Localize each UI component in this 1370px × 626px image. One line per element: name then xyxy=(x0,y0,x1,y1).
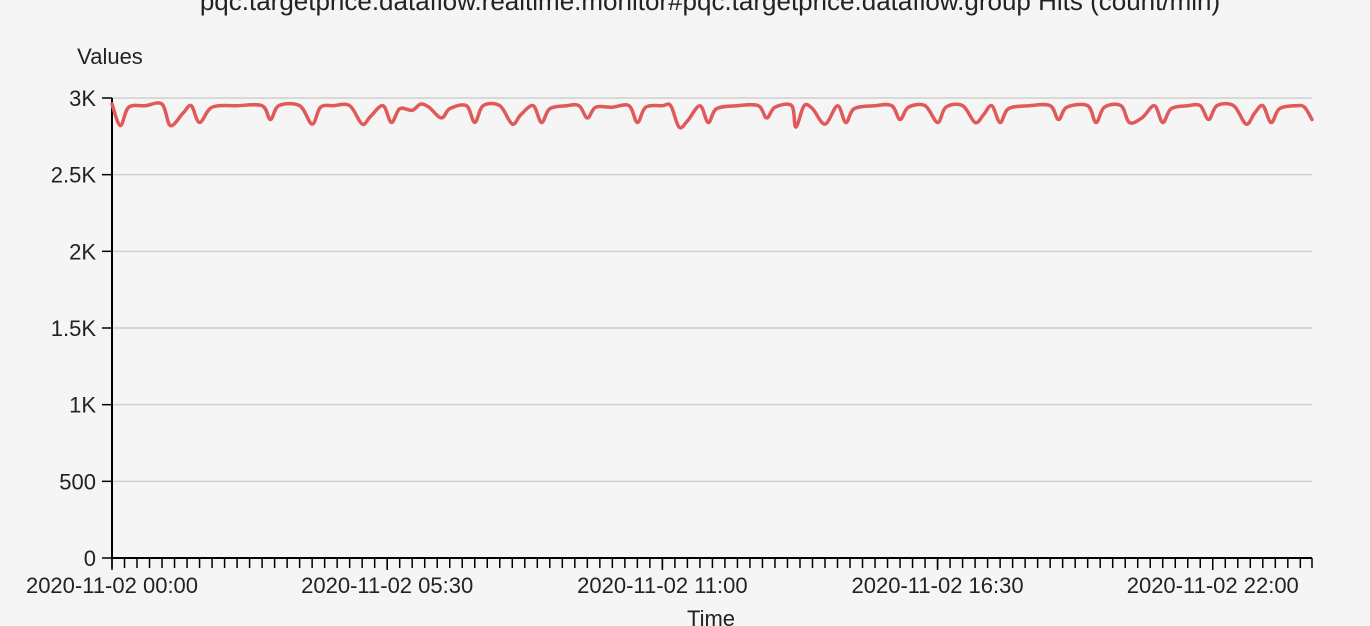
chart-title: pqc.targetprice.dataflow.realtime.monito… xyxy=(200,0,1220,16)
y-tick-label: 0 xyxy=(84,546,96,571)
x-tick-label: 2020-11-02 16:30 xyxy=(852,573,1024,598)
series-line xyxy=(110,101,1314,130)
x-axis: 2020-11-02 00:00 2020-11-02 05:30 2020-11-… xyxy=(26,557,1313,598)
y-tick-label: 2.5K xyxy=(51,163,97,188)
y-tick-label: 500 xyxy=(59,469,96,494)
x-tick-label: 2020-11-02 11:00 xyxy=(577,573,747,598)
y-axis: 0 500 1K 1.5K 2K 2.5K 3K xyxy=(51,86,113,571)
y-tick-label: 2K xyxy=(69,239,96,264)
series-group xyxy=(110,101,1314,130)
y-tick-label: 3K xyxy=(69,86,96,111)
x-tick-label: 2020-11-02 00:00 xyxy=(26,573,198,598)
x-axis-title: Time xyxy=(687,606,735,626)
x-tick-label: 2020-11-02 22:00 xyxy=(1127,573,1299,598)
y-tick-label: 1.5K xyxy=(51,316,97,341)
grid-lines xyxy=(112,97,1312,483)
x-tick-label: 2020-11-02 05:30 xyxy=(301,573,473,598)
y-axis-title: Values xyxy=(77,44,143,69)
y-tick-label: 1K xyxy=(69,393,96,418)
